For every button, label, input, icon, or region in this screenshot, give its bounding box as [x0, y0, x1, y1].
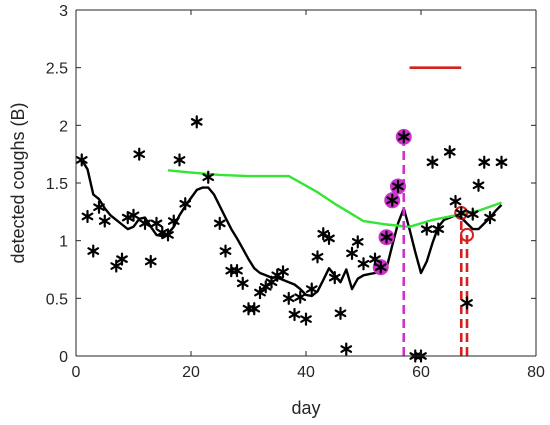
cough-point	[190, 115, 203, 129]
x-axis-label: day	[291, 398, 320, 418]
cough-point	[495, 155, 508, 169]
cough-point	[369, 252, 381, 266]
cough-point	[213, 216, 226, 230]
cough-point	[75, 153, 88, 167]
cough-point	[397, 130, 410, 144]
cough-point	[248, 302, 261, 316]
x-tick-label: 0	[72, 364, 81, 381]
cough-point	[98, 214, 111, 228]
cough-point	[340, 342, 353, 356]
cough-point	[150, 216, 163, 230]
y-tick-label: 1.5	[46, 176, 68, 193]
cough-point	[242, 302, 255, 316]
cough-point	[81, 209, 94, 224]
x-tick-label: 40	[297, 364, 315, 381]
cough-point	[288, 307, 301, 322]
cough-point	[392, 179, 404, 194]
cough-point	[219, 244, 232, 258]
cough-point	[311, 250, 324, 264]
cough-point	[116, 252, 128, 266]
cough-point	[225, 264, 238, 278]
cough-point	[265, 275, 278, 289]
cough-point	[351, 235, 364, 249]
plot-area	[75, 66, 508, 363]
cough-point	[305, 282, 318, 296]
highlight-marker-red	[460, 227, 474, 242]
cough-point	[455, 206, 468, 220]
cough-point	[179, 197, 192, 211]
y-tick-label: 0.5	[46, 291, 68, 308]
y-tick-label: 0	[59, 349, 68, 366]
cough-point	[254, 285, 266, 300]
cough-point	[173, 153, 186, 167]
cough-point	[110, 259, 123, 273]
cough-point	[259, 280, 272, 294]
y-tick-label: 3	[59, 3, 68, 20]
cough-point	[472, 178, 485, 192]
cough-point	[133, 147, 146, 161]
y-tick-label: 2.5	[46, 61, 68, 78]
cough-point	[294, 290, 307, 304]
cough-point	[346, 246, 358, 260]
cough-point	[127, 208, 140, 222]
cough-point	[167, 214, 180, 228]
cough-point	[277, 265, 289, 279]
y-axis-label: detected coughs (B)	[8, 102, 28, 263]
cough-point	[317, 227, 330, 241]
x-tick-label: 80	[527, 364, 545, 381]
cough-point	[231, 264, 243, 278]
cough-point	[334, 306, 347, 320]
x-tick-label: 20	[182, 364, 200, 381]
y-tick-label: 2	[59, 118, 68, 135]
cough-point	[162, 228, 174, 242]
cough-point	[449, 194, 462, 209]
cough-point	[357, 257, 370, 271]
trend-line-black	[80, 159, 503, 298]
cough-point	[144, 254, 157, 269]
cough-point	[87, 244, 100, 258]
cough-point	[461, 296, 473, 310]
cough-point	[380, 230, 393, 244]
cough-point	[202, 170, 215, 184]
cough-point	[426, 155, 439, 169]
cough-point	[374, 260, 387, 274]
cough-point	[443, 145, 456, 159]
cough-point	[386, 193, 399, 207]
cough-point	[466, 207, 479, 221]
cough-point	[323, 231, 335, 245]
x-tick-label: 60	[412, 364, 430, 381]
cough-point	[328, 270, 341, 285]
cough-point	[236, 276, 249, 290]
cough-point	[139, 216, 151, 230]
cough-point	[282, 291, 295, 305]
axes: 0 20 40 60 80 0 0.5 1 1.5 2 2.5 3	[46, 3, 545, 381]
y-tick-label: 1	[59, 234, 68, 251]
cough-point	[300, 312, 312, 326]
cough-point	[478, 155, 491, 169]
cough-point	[93, 200, 105, 214]
cough-point	[484, 211, 496, 225]
cough-point	[420, 222, 433, 236]
trend-line-green	[167, 169, 502, 229]
cough-point	[432, 222, 445, 236]
